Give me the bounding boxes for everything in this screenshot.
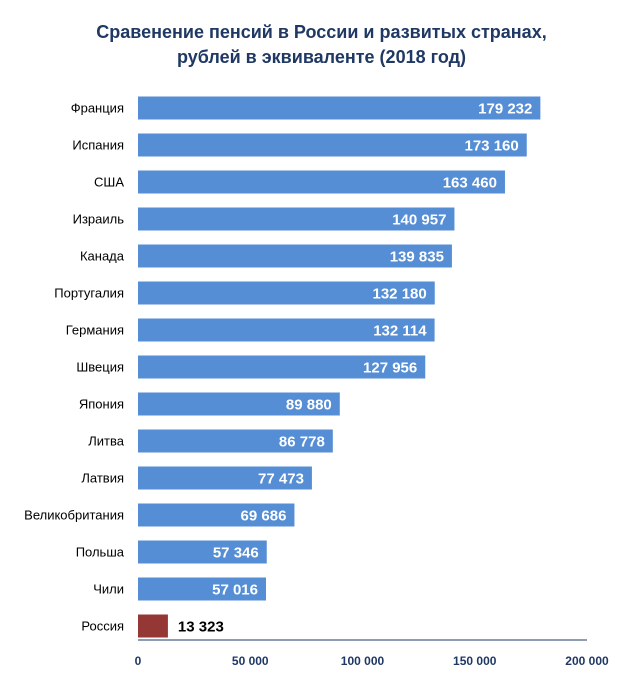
data-label: 77 473 [258,471,304,488]
data-label: 57 016 [212,582,258,599]
category-label: Франция [71,101,124,116]
category-label: Латвия [81,471,124,486]
category-label: Чили [93,582,124,597]
category-label: Португалия [54,286,124,301]
data-label: 127 956 [363,360,417,377]
bar-9 [138,392,340,416]
x-axis: 0 50 000 100 000 150 000 200 000 [135,639,609,668]
chart-title: Сравенение пенсий в России и развитых ст… [0,20,643,70]
category-label: Великобритания [24,508,124,523]
data-label: 163 460 [443,175,497,192]
data-label: 86 778 [279,434,325,451]
bar-5 [138,244,452,268]
data-label: 69 686 [241,508,287,525]
data-label: 13 323 [178,619,224,636]
bar-11 [138,466,312,490]
category-label: Германия [66,323,124,338]
category-label: Япония [79,397,124,412]
chart-title-line-2: рублей в эквиваленте (2018 год) [176,47,467,67]
x-tick-label: 50 000 [232,654,269,668]
category-label: Швеция [76,360,124,375]
x-tick-label: 100 000 [341,654,385,668]
bar-4 [138,207,455,231]
bar-1 [138,96,541,120]
category-label: Израиль [73,212,125,227]
bar-12 [138,503,295,527]
x-tick-label: 150 000 [453,654,497,668]
bar-6 [138,281,435,305]
data-label: 173 160 [465,138,519,155]
bar-14 [138,577,267,601]
category-label: Литва [88,434,125,449]
category-label: США [94,175,124,190]
bar-10 [138,429,333,453]
x-tick-label: 200 000 [565,654,609,668]
category-label: Россия [81,619,124,634]
category-label: Испания [72,138,124,153]
bar-2 [138,133,527,157]
labels-layer: Франция 179 232 Испания 173 160 США 163 460 Из… [24,101,532,636]
chart-title-line-1: Сравенение пенсий в России и развитых ст… [96,22,547,42]
category-label: Польша [76,545,125,560]
bars-layer [138,96,541,638]
data-label: 89 880 [286,397,332,414]
data-label: 132 114 [373,323,427,340]
x-tick-label: 0 [135,654,142,668]
bar-3 [138,170,505,194]
data-label: 139 835 [390,249,444,266]
bar-8 [138,355,426,379]
data-label: 179 232 [478,101,532,118]
bar-13 [138,540,267,564]
bar-15 [138,614,168,638]
category-label: Канада [80,249,125,264]
bar-7 [138,318,435,342]
data-label: 132 180 [373,286,427,303]
data-label: 57 346 [213,545,259,562]
data-label: 140 957 [392,212,446,229]
